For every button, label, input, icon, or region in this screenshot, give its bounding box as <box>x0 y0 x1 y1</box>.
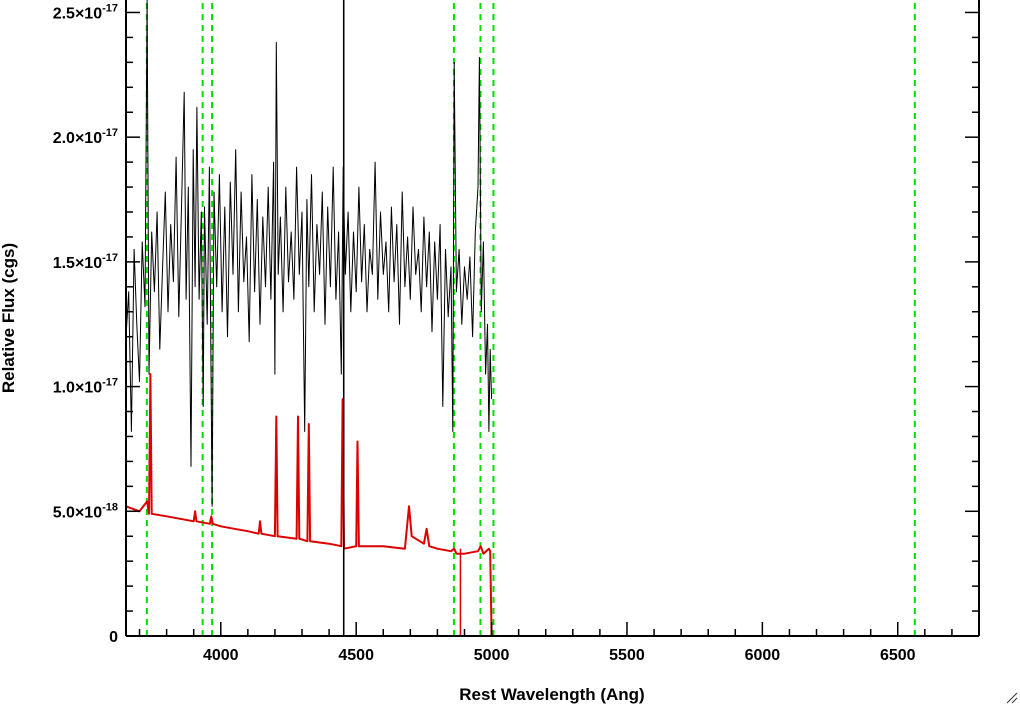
reference-lines <box>145 0 916 636</box>
y-tick-label: 2.5×10-17 <box>53 2 118 22</box>
resize-grip-icon[interactable] <box>1004 690 1018 704</box>
y-tick-label: 0 <box>109 629 118 646</box>
x-tick-label: 5500 <box>609 647 645 664</box>
x-axis: 4000 4500 5000 5500 6000 6500 <box>138 622 980 664</box>
x-tick-label: 4000 <box>203 647 239 664</box>
y-tick-label: 1.5×10-17 <box>53 252 118 272</box>
y-tick-label: 2.0×10-17 <box>53 127 118 147</box>
x-tick-label: 6500 <box>880 647 916 664</box>
y-axis: 0 5.0×10-18 1.0×10-17 1.5×10-17 2.0×10-17 2.5… <box>53 2 979 646</box>
y-tick-label: 5.0×10-18 <box>53 501 118 521</box>
series-line-1 <box>126 373 979 636</box>
plot-frame <box>125 0 980 637</box>
y-axis-title: Relative Flux (cgs) <box>0 243 18 393</box>
x-tick-label: 4500 <box>338 647 374 664</box>
x-tick-label: 6000 <box>745 647 781 664</box>
series-group <box>126 0 979 636</box>
series-line-0 <box>126 0 493 507</box>
x-tick-label: 5000 <box>474 647 510 664</box>
y-tick-label: 1.0×10-17 <box>53 377 118 397</box>
x-axis-title: Rest Wavelength (Ang) <box>459 685 644 704</box>
